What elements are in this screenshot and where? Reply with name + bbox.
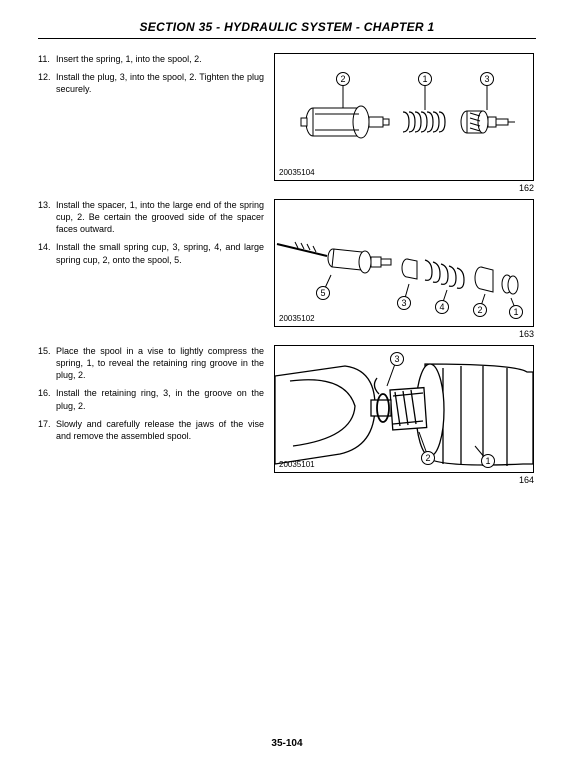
figure-code: 20035102: [279, 314, 315, 323]
content-row-1: 11. Insert the spring, 1, into the spool…: [38, 53, 536, 193]
diagram-spool-spring-plug: [275, 54, 533, 180]
step-text: Install the plug, 3, into the spool, 2. …: [56, 71, 264, 95]
step-item: 16. Install the retaining ring, 3, in th…: [38, 387, 264, 411]
callout-4: 4: [435, 300, 449, 314]
page-number: 35-104: [0, 738, 574, 749]
figure-column: 3 2 1 20035101 164: [274, 345, 534, 485]
step-text: Install the small spring cup, 3, spring,…: [56, 241, 264, 265]
diagram-vise-spool: [275, 346, 533, 472]
text-column: 11. Insert the spring, 1, into the spool…: [38, 53, 264, 193]
step-item: 17. Slowly and carefully release the jaw…: [38, 418, 264, 442]
step-item: 12. Install the plug, 3, into the spool,…: [38, 71, 264, 95]
callout-1: 1: [509, 305, 523, 319]
callout-2: 2: [421, 451, 435, 465]
step-number: 14.: [38, 241, 56, 265]
figure-code: 20035104: [279, 168, 315, 177]
step-text: Install the spacer, 1, into the large en…: [56, 199, 264, 235]
content-row-2: 13. Install the spacer, 1, into the larg…: [38, 199, 536, 339]
text-column: 13. Install the spacer, 1, into the larg…: [38, 199, 264, 339]
figure-164: 3 2 1 20035101: [274, 345, 534, 473]
callout-3: 3: [480, 72, 494, 86]
step-text: Place the spool in a vise to lightly com…: [56, 345, 264, 381]
step-number: 16.: [38, 387, 56, 411]
figure-162: 2 1 3 20035104: [274, 53, 534, 181]
step-text: Insert the spring, 1, into the spool, 2.: [56, 53, 202, 65]
step-number: 11.: [38, 53, 56, 65]
figure-column: 2 1 3 20035104 162: [274, 53, 534, 193]
figure-number: 163: [274, 329, 534, 339]
step-item: 11. Insert the spring, 1, into the spool…: [38, 53, 264, 65]
step-number: 15.: [38, 345, 56, 381]
callout-2: 2: [336, 72, 350, 86]
callout-5: 5: [316, 286, 330, 300]
step-item: 14. Install the small spring cup, 3, spr…: [38, 241, 264, 265]
step-text: Slowly and carefully release the jaws of…: [56, 418, 264, 442]
step-number: 12.: [38, 71, 56, 95]
figure-number: 164: [274, 475, 534, 485]
step-text: Install the retaining ring, 3, in the gr…: [56, 387, 264, 411]
step-number: 13.: [38, 199, 56, 235]
text-column: 15. Place the spool in a vise to lightly…: [38, 345, 264, 485]
callout-2: 2: [473, 303, 487, 317]
content-row-3: 15. Place the spool in a vise to lightly…: [38, 345, 536, 485]
figure-number: 162: [274, 183, 534, 193]
step-item: 15. Place the spool in a vise to lightly…: [38, 345, 264, 381]
figure-163: 5 3 4 2 1 20035102: [274, 199, 534, 327]
figure-code: 20035101: [279, 460, 315, 469]
step-number: 17.: [38, 418, 56, 442]
callout-3: 3: [397, 296, 411, 310]
callout-1: 1: [481, 454, 495, 468]
step-item: 13. Install the spacer, 1, into the larg…: [38, 199, 264, 235]
page-header: SECTION 35 - HYDRAULIC SYSTEM - CHAPTER …: [38, 20, 536, 39]
callout-1: 1: [418, 72, 432, 86]
page: SECTION 35 - HYDRAULIC SYSTEM - CHAPTER …: [0, 0, 574, 485]
callout-3: 3: [390, 352, 404, 366]
figure-column: 5 3 4 2 1 20035102 163: [274, 199, 534, 339]
